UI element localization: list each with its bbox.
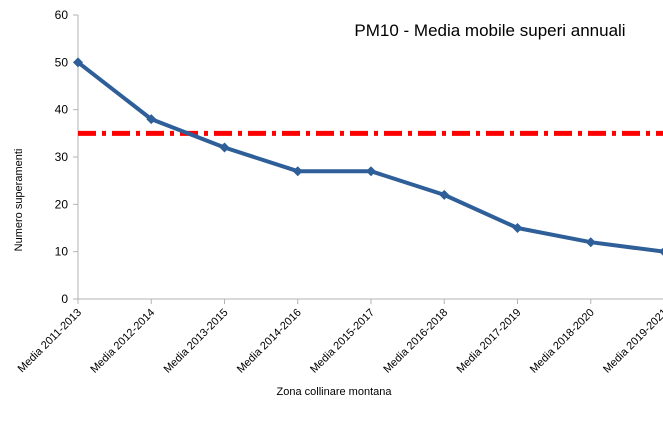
y-tick-label: 40 — [55, 103, 69, 117]
line-series — [76, 60, 663, 254]
point-marker — [73, 57, 83, 68]
x-tick-label: Media 2015-2017 — [308, 307, 377, 376]
point-marker — [512, 223, 523, 233]
point-marker — [585, 237, 596, 248]
x-tick-label: Media 2013-2015 — [162, 307, 231, 376]
x-axis-title: Zona collinare montana — [277, 386, 393, 398]
x-tick-label: Media 2017-2019 — [455, 307, 524, 376]
y-axis-title: Numero superamenti — [13, 149, 25, 252]
x-tick-label: Media 2011-2013 — [16, 307, 84, 375]
y-tick-label: 60 — [55, 8, 69, 22]
x-tick-label: Media 2019-2021 — [601, 307, 663, 376]
x-tick-label: Media 2014-2016 — [235, 307, 304, 376]
y-tick-label: 20 — [55, 197, 69, 211]
x-tick-label: Media 2012-2014 — [88, 307, 157, 376]
y-tick-label: 10 — [55, 245, 69, 259]
y-tick-label: 50 — [55, 55, 69, 69]
point-marker — [659, 247, 663, 256]
y-tick-label: 30 — [55, 150, 69, 164]
point-marker — [146, 114, 157, 125]
y-tick-label: 0 — [61, 292, 68, 306]
x-tick-label: Media 2018-2020 — [528, 307, 597, 376]
x-tick-label: Media 2016-2018 — [381, 307, 450, 376]
point-marker — [219, 142, 230, 153]
point-marker — [292, 166, 303, 177]
point-marker — [366, 166, 376, 177]
point-marker — [439, 189, 450, 200]
chart-title: PM10 - Media mobile superi annuali — [354, 21, 625, 40]
